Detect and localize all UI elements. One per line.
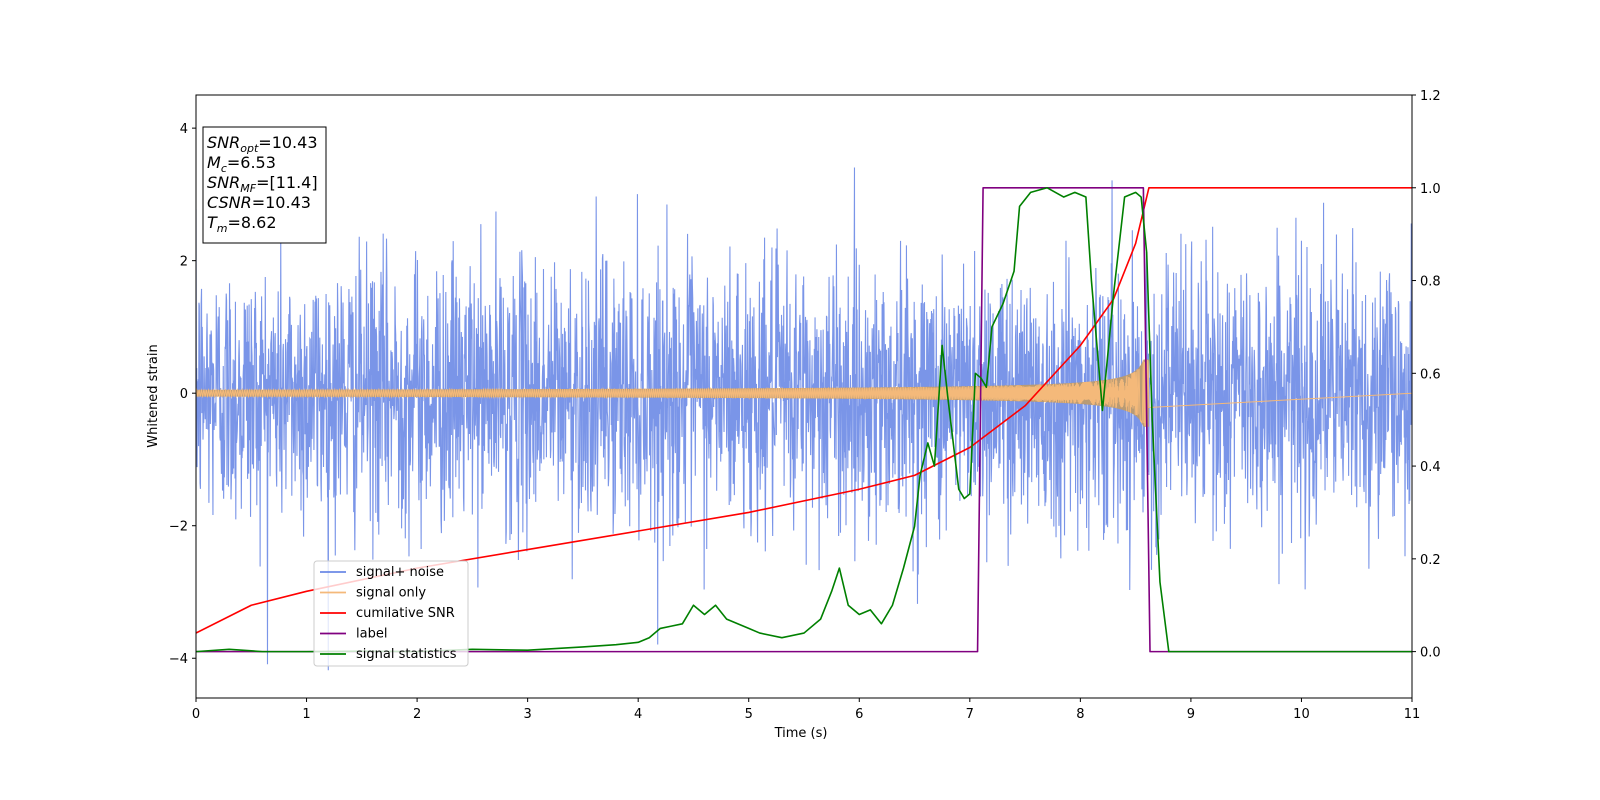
y-right-tick-label: 0.2 [1420, 553, 1441, 568]
y-left-tick-label: −4 [169, 652, 188, 667]
x-tick-label: 7 [966, 707, 974, 722]
x-tick-label: 3 [523, 707, 531, 722]
stats-box-line: SNRMF=[11.4] [207, 173, 318, 195]
y-right-tick-label: 0.8 [1420, 275, 1441, 290]
stats-box-line: Tm=8.62 [207, 213, 277, 235]
legend-label: cumilative SNR [356, 606, 455, 621]
y-left-tick-label: 4 [180, 122, 188, 137]
series-signal-noise [196, 167, 1412, 671]
legend-frame [313, 560, 469, 667]
stats-box-line: CSNR=10.43 [207, 193, 311, 212]
x-tick-label: 0 [192, 707, 200, 722]
y-right-tick-label: 0.0 [1420, 646, 1441, 661]
axes-layer: 0 1 2 3 4 5 6 7 8 9 10 11 −4 −2 0 2 4 0.0 0.2 0.4 0.6 0.8 1.0 1… [169, 89, 1441, 722]
x-tick-label: 9 [1187, 707, 1195, 722]
stats-box-line: Mc=6.53 [207, 153, 276, 175]
x-tick-label: 4 [634, 707, 642, 722]
series-signal-only [196, 359, 1412, 426]
legend-label: signal+ noise [356, 565, 444, 580]
y-left-tick-label: 2 [180, 255, 188, 270]
stats-box-frame [202, 126, 327, 244]
y-right-tick-label: 1.0 [1420, 182, 1441, 197]
legend: signal+ noise signal only cumilative SNR la… [313, 560, 469, 667]
legend-label: signal statistics [356, 647, 457, 662]
legend-label: signal only [356, 586, 426, 601]
x-tick-label: 11 [1404, 707, 1421, 722]
x-tick-label: 5 [745, 707, 753, 722]
stats-box-line: SNRopt=10.43 [207, 133, 318, 155]
x-axis-label: Time (s) [774, 726, 828, 741]
y-right-tick-label: 0.6 [1420, 367, 1441, 382]
x-tick-label: 8 [1076, 707, 1084, 722]
series-signal-statistics [196, 186, 1412, 653]
x-tick-label: 1 [302, 707, 310, 722]
y-axis-label: Whitened strain [146, 344, 161, 447]
x-tick-label: 6 [855, 707, 863, 722]
x-tick-label: 2 [413, 707, 421, 722]
x-tick-label: 10 [1293, 707, 1310, 722]
stats-box: SNRopt=10.43Mc=6.53SNRMF=[11.4]CSNR=10.4… [202, 126, 327, 244]
plot-frame [195, 94, 1413, 699]
y-right-tick-label: 1.2 [1420, 89, 1441, 104]
y-right-tick-label: 0.4 [1420, 460, 1441, 475]
legend-label: label [356, 627, 387, 642]
y-left-tick-label: −2 [169, 520, 188, 535]
y-left-tick-label: 0 [180, 387, 188, 402]
